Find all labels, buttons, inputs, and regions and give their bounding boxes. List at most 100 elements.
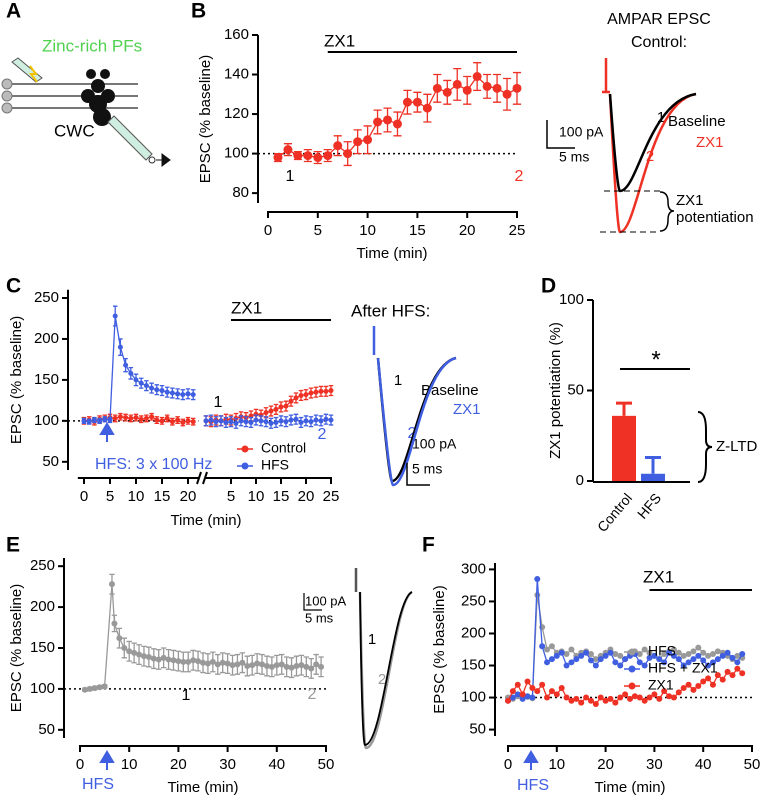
data-point (534, 576, 541, 583)
data-point (700, 678, 707, 685)
data-point (548, 643, 555, 650)
data-point (159, 418, 165, 424)
data-point (128, 415, 134, 421)
data-point (133, 377, 139, 383)
data-point (263, 419, 269, 425)
legend-label: HFS + ZX1 (648, 660, 718, 676)
data-point (563, 650, 570, 657)
data-point (169, 390, 175, 396)
data-point (432, 83, 442, 93)
x-tick-label: 20 (170, 756, 187, 773)
y-tick-label: 100 (224, 145, 249, 162)
x-axis-label: Time (min) (594, 779, 665, 796)
recording-pipette (107, 115, 153, 161)
data-point (268, 663, 275, 670)
data-point (373, 117, 383, 127)
data-point (529, 694, 536, 701)
data-point (685, 650, 692, 657)
data-point (617, 652, 624, 659)
x-tick-label: 25 (323, 488, 340, 505)
y-tick-label: 150 (461, 656, 486, 673)
y-tick-label: 200 (461, 624, 486, 641)
data-point (583, 694, 590, 701)
y-tick-label: 50 (469, 721, 486, 738)
data-point (185, 391, 191, 397)
data-point (568, 646, 575, 653)
data-point (91, 417, 97, 423)
data-point (313, 417, 319, 423)
x-tick-label: 0 (504, 756, 512, 773)
data-point (107, 417, 113, 423)
data-point (259, 661, 266, 668)
legend-marker (628, 665, 636, 673)
data-point (254, 660, 261, 667)
annotation: ZX1 (643, 567, 674, 586)
annotation: ZX1 (676, 192, 704, 209)
data-point (293, 395, 299, 401)
data-point (278, 661, 285, 668)
data-point (86, 419, 92, 425)
annotation: 1 (368, 631, 376, 648)
x-tick-label: 50 (318, 756, 335, 773)
y-axis-label: ZX1 potentiation (%) (547, 322, 564, 459)
y-axis-label: EPSC (% baseline) (8, 316, 25, 444)
data-point (303, 418, 309, 424)
data-point (121, 645, 128, 651)
data-point (739, 650, 746, 657)
data-point (180, 392, 186, 398)
legend-label: Control (261, 440, 306, 456)
data-point (244, 663, 251, 669)
fiber-end (1, 90, 13, 102)
data-point (253, 417, 259, 423)
annotation: Z-LTD (716, 438, 758, 455)
data-point (328, 388, 334, 394)
data-point (492, 83, 502, 93)
data-point (641, 662, 648, 669)
scale-bar (546, 120, 575, 149)
data-point (700, 657, 707, 664)
data-point (128, 370, 134, 376)
scale-bar (406, 463, 430, 486)
fiber-end (1, 78, 13, 90)
data-point (558, 684, 565, 691)
data-point (288, 417, 294, 423)
data-point (229, 662, 236, 669)
data-point (680, 652, 687, 659)
y-tick-label: 100 (30, 680, 55, 697)
data-point (303, 151, 313, 161)
annotation: 1 (286, 168, 295, 185)
y-tick-label: 50 (42, 453, 59, 470)
data-point (224, 660, 231, 667)
annotation: Baseline (421, 382, 479, 399)
x-tick-label: 10 (548, 756, 565, 773)
data-point (328, 417, 334, 423)
data-point (234, 661, 241, 668)
x-tick-label: 5 (106, 488, 114, 505)
x-tick-label: 5 (314, 222, 322, 239)
annotation: Baseline (668, 113, 726, 130)
data-point (159, 388, 165, 394)
data-point (143, 383, 149, 389)
x-tick-label: 20 (298, 488, 315, 505)
stim-artifact (602, 58, 610, 94)
y-tick-label: 100 (34, 412, 59, 429)
data-point (666, 649, 673, 656)
panel-label: E (6, 534, 20, 557)
data-point (502, 89, 512, 99)
data-point (705, 662, 712, 669)
data-point (524, 678, 531, 685)
data-point (670, 646, 677, 653)
data-point (612, 650, 619, 657)
data-point (734, 652, 741, 659)
data-point (343, 149, 353, 159)
data-point (617, 662, 624, 669)
y-tick-label: 160 (224, 26, 249, 43)
data-point (263, 410, 269, 416)
data-point (661, 650, 668, 657)
x-tick-label: 15 (273, 488, 290, 505)
data-point (592, 662, 599, 669)
data-point (273, 406, 279, 412)
annotation: 2 (515, 168, 524, 185)
data-point (587, 657, 594, 664)
data-point (548, 688, 555, 695)
